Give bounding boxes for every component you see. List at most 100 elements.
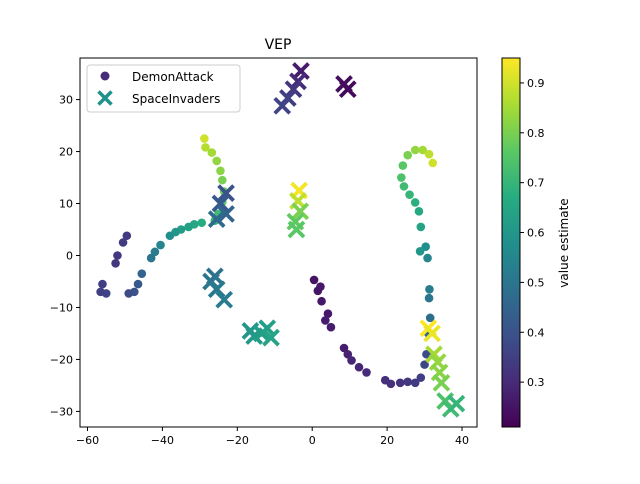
colorbar-tick-label: 0.5 [527, 276, 545, 289]
demonattack-point [317, 296, 326, 306]
legend-marker-spaceinvaders [97, 90, 113, 106]
spaceinvaders-point [423, 324, 441, 343]
spaceinvaders-point [284, 80, 303, 99]
demonattack-point [339, 343, 349, 353]
x-tick-label: −60 [76, 434, 99, 447]
demonattack-point [184, 222, 193, 232]
x-tick-label: −20 [226, 434, 249, 447]
demonattack-point [398, 161, 408, 170]
legend-label-demonattack: DemonAttack [132, 70, 214, 84]
y-tick-label: 0 [66, 249, 73, 262]
demonattack-point [410, 145, 420, 155]
spaceinvaders-point [447, 394, 466, 413]
demonattack-point [343, 349, 353, 359]
demonattack-point [118, 238, 128, 247]
spaceinvaders-point [217, 184, 235, 202]
demonattack-point [316, 282, 325, 291]
colorbar-tick-label: 0.8 [527, 127, 545, 140]
demonattack-point [422, 349, 431, 359]
demonattack-point [113, 251, 122, 260]
spaceinvaders-point [211, 194, 230, 213]
demonattack-point [207, 148, 217, 157]
demonattack-point [197, 218, 207, 228]
colorbar-label: value estimate [557, 198, 571, 287]
demonattack-point [137, 269, 147, 278]
spaceinvaders-point [338, 80, 357, 99]
spaceinvaders-point [262, 328, 280, 347]
spaceinvaders-point [217, 205, 235, 223]
colorbar-tick-label: 0.4 [527, 326, 545, 339]
spaceinvaders-point [207, 210, 226, 228]
demonattack-point [423, 253, 432, 263]
demonattack-point [323, 309, 333, 319]
colorbar: 0.3 0.4 0.5 0.6 0.7 0.8 0.9 value estimate [501, 57, 571, 428]
spaceinvaders-point [432, 373, 451, 392]
colorbar-ticks: 0.3 0.4 0.5 0.6 0.7 0.8 0.9 [520, 77, 545, 389]
chart-title: VEP [265, 37, 292, 53]
demonattack-point [201, 143, 210, 152]
spaceinvaders-point [273, 96, 292, 115]
spaceinvaders-point [207, 280, 226, 299]
y-tick-label: 10 [59, 198, 73, 211]
demonattack-point [425, 284, 434, 294]
legend-marker-demonattack [100, 71, 110, 81]
demonattack-point [403, 377, 413, 387]
colorbar-gradient [501, 57, 521, 428]
demonattack-point [414, 207, 424, 216]
demonattack-point [165, 231, 175, 241]
demonattack-point [420, 360, 429, 369]
demonattack-point [354, 362, 364, 372]
demonattack-point [321, 316, 330, 325]
demonattack-point [309, 275, 319, 285]
demonattack-point [405, 190, 414, 199]
y-tick-label: −30 [50, 405, 73, 418]
demonattack-point [397, 173, 406, 182]
demonattack-point [410, 378, 420, 388]
spaceinvaders-point [258, 319, 277, 338]
legend: DemonAttack SpaceInvaders [86, 64, 241, 113]
colorbar-tick-label: 0.6 [527, 227, 545, 240]
demonattack-point [362, 368, 371, 377]
demonattack-point [200, 134, 209, 143]
demonattack-point [122, 231, 132, 241]
colorbar-tick-label: 0.9 [527, 77, 545, 90]
demonattack-point [416, 373, 426, 382]
data-marks [96, 62, 466, 418]
demonattack-point [416, 222, 426, 232]
demonattack-point [424, 293, 434, 303]
demonattack-point [146, 253, 156, 263]
spaceinvaders-point [291, 202, 310, 221]
spaceinvaders-point [287, 220, 306, 239]
demonattack-point [410, 198, 420, 207]
colorbar-tick-label: 0.7 [527, 177, 545, 190]
demonattack-point [347, 356, 356, 365]
demonattack-point [418, 145, 427, 155]
demonattack-point [386, 379, 396, 389]
demonattack-point [326, 322, 336, 332]
demonattack-point [395, 378, 405, 388]
x-axis: −60 −40 −20 0 20 40 [76, 427, 469, 447]
demonattack-point [424, 149, 434, 159]
y-tick-label: −20 [50, 353, 73, 366]
colorbar-tick-label: 0.3 [527, 376, 545, 389]
demonattack-point [150, 247, 160, 257]
demonattack-point [156, 240, 165, 250]
demonattack-point [133, 279, 143, 289]
x-tick-label: 0 [309, 434, 316, 447]
spaceinvaders-point [215, 290, 234, 309]
demonattack-point [399, 182, 409, 191]
x-tick-label: 20 [380, 434, 394, 447]
demonattack-point [428, 158, 438, 168]
legend-label-spaceinvaders: SpaceInvaders [132, 92, 220, 106]
demonattack-point [216, 166, 225, 176]
x-tick-label: −40 [151, 434, 174, 447]
y-tick-label: 30 [59, 94, 73, 107]
y-tick-label: −10 [50, 301, 73, 314]
demonattack-point [218, 175, 227, 185]
demonattack-point [403, 150, 413, 160]
y-tick-label: 20 [59, 146, 73, 159]
demonattack-point [98, 279, 107, 289]
x-tick-label: 40 [455, 434, 469, 447]
y-axis: −30 −20 −10 0 10 20 30 [50, 94, 80, 418]
